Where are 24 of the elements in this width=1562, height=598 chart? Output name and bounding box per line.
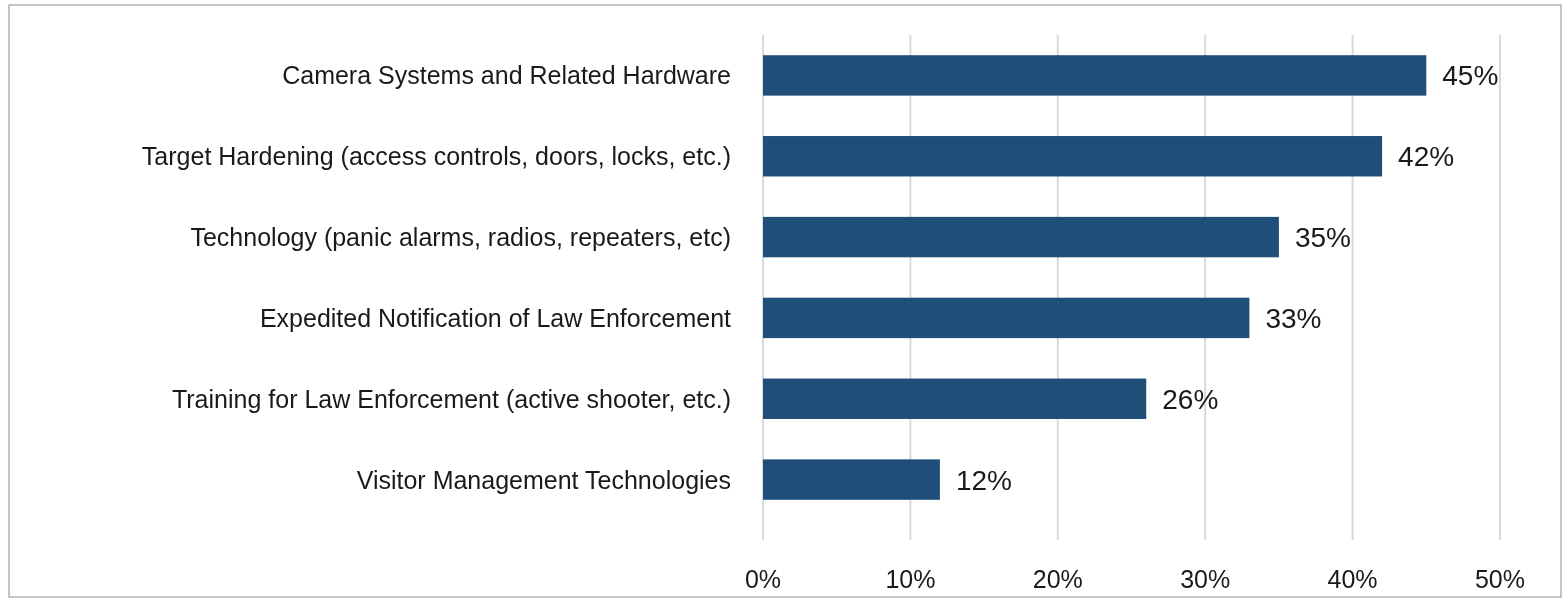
data-label: 33% [1265, 302, 1322, 334]
data-label: 42% [1398, 141, 1455, 173]
y-tick-label: Training for Law Enforcement (active shooter, etc.) [171, 384, 731, 413]
x-tick-label: 0% [744, 565, 782, 593]
bar [763, 55, 1427, 96]
bar [763, 378, 1147, 419]
x-tick-label: 50% [1474, 565, 1526, 593]
data-label: 45% [1442, 60, 1499, 92]
x-tick-label: 20% [1032, 565, 1083, 593]
bar [763, 216, 1279, 258]
data-label: 35% [1294, 222, 1351, 254]
y-tick-label: Camera Systems and Related Hardware [282, 61, 731, 90]
data-label: 26% [1162, 383, 1219, 415]
bar [763, 136, 1383, 177]
y-tick-label: Expedited Notification of Law Enforcement [259, 303, 732, 332]
x-tick-label: 40% [1327, 565, 1378, 593]
data-label: 12% [955, 464, 1012, 496]
x-tick-label: 30% [1180, 565, 1231, 593]
bar [763, 297, 1250, 339]
y-tick-label: Technology (panic alarms, radios, repeaters, etc) [190, 223, 731, 252]
y-tick-label: Target Hardening (access controls, doors, locks, etc.) [141, 142, 731, 171]
y-tick-label: Visitor Management Technologies [356, 465, 731, 494]
x-tick-label: 10% [885, 565, 936, 593]
bar [763, 459, 940, 500]
